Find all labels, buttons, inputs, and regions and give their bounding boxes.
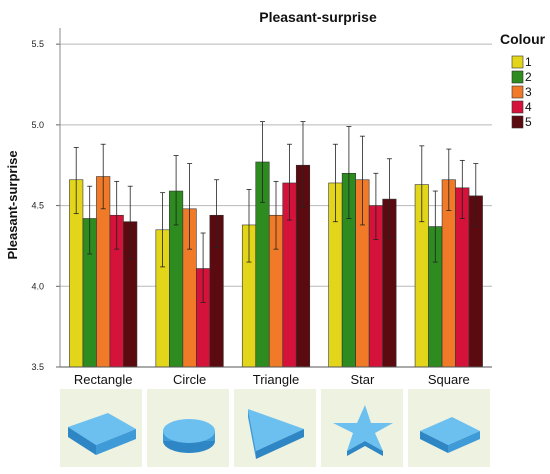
x-tick-label: Rectangle <box>74 372 133 387</box>
legend-swatch <box>511 115 524 129</box>
shape-thumbnails <box>60 389 492 467</box>
x-tick-label: Triangle <box>253 372 299 387</box>
bar-chart: Pleasant-surprise Pleasant-surprise 3.5 4… <box>5 9 546 387</box>
rectangle-shape-icon <box>68 413 136 455</box>
legend-swatch <box>511 100 524 114</box>
error-bars <box>73 121 479 303</box>
square-shape-icon <box>420 417 480 453</box>
chart-title: Pleasant-surprise <box>259 9 377 25</box>
thumbnail-square <box>408 389 490 467</box>
y-tick-label: 3.5 <box>31 362 44 372</box>
x-tick-label: Circle <box>173 372 206 387</box>
legend-swatch <box>511 55 524 69</box>
y-tick-label: 5.5 <box>31 39 44 49</box>
x-tick-label: Square <box>428 372 470 387</box>
legend-label: 5 <box>525 115 532 129</box>
thumbnail-star <box>321 389 403 467</box>
bars <box>69 161 483 368</box>
y-axis-ticks: 3.5 4.0 4.5 5.0 5.5 <box>31 28 61 372</box>
triangle-shape-icon <box>248 409 304 459</box>
star-shape-icon <box>333 405 393 456</box>
legend-swatch <box>511 70 524 84</box>
y-tick-label: 5.0 <box>31 120 44 130</box>
legend-label: 4 <box>525 100 532 114</box>
x-axis-ticks: Rectangle Circle Triangle Star Square <box>74 372 470 387</box>
y-tick-label: 4.5 <box>31 201 44 211</box>
y-tick-label: 4.0 <box>31 281 44 291</box>
legend-label: 1 <box>525 55 532 69</box>
circle-shape-icon <box>163 419 215 453</box>
legend-label: 2 <box>525 70 532 84</box>
legend-label: 3 <box>525 85 532 99</box>
y-axis-label: Pleasant-surprise <box>5 150 20 259</box>
thumbnail-rectangle <box>60 389 142 467</box>
thumbnail-circle <box>147 389 229 467</box>
legend-swatch <box>511 85 524 99</box>
x-tick-label: Star <box>350 372 375 387</box>
legend-title: Colour <box>500 31 546 47</box>
thumbnail-triangle <box>234 389 316 467</box>
